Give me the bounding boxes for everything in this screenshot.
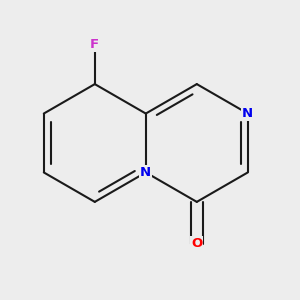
Text: N: N <box>140 166 152 179</box>
Text: F: F <box>90 38 99 51</box>
Text: O: O <box>191 237 202 250</box>
Text: N: N <box>242 107 254 120</box>
